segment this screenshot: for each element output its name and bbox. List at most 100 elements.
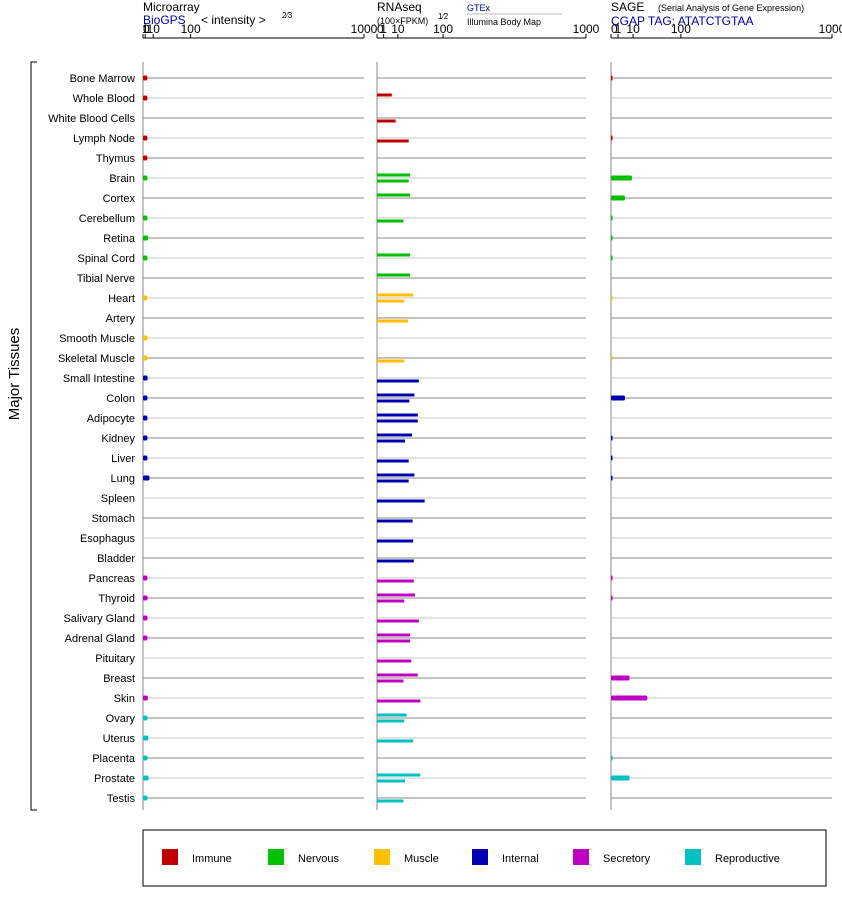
panels: 011010010000110100100001101001000	[142, 22, 842, 810]
tissue-label-spleen: Spleen	[101, 493, 135, 505]
tissue-label-testis: Testis	[107, 793, 136, 805]
x-tick-label: 1	[380, 22, 387, 36]
bar-illumina-body-map-spleen	[377, 499, 425, 503]
microarray-title: Microarray	[143, 0, 200, 14]
bar-microarray-smooth-muscle	[143, 335, 148, 341]
bar-microarray-kidney	[143, 435, 148, 441]
legend-swatch-secretory	[573, 849, 589, 865]
bar-microarray-salivary-gland	[143, 615, 148, 621]
tissue-label-smooth-muscle: Smooth Muscle	[59, 333, 135, 345]
bar-illumina-body-map-adrenal-gland	[377, 639, 411, 643]
legend-swatch-nervous	[268, 849, 284, 865]
tissue-label-placenta: Placenta	[92, 753, 136, 765]
bar-illumina-body-map-small-intestine	[377, 379, 419, 383]
bar-illumina-body-map-stomach	[377, 519, 413, 523]
bar-microarray-bone-marrow	[143, 75, 148, 81]
tissue-label-whole-blood: Whole Blood	[73, 93, 135, 105]
bar-gtex-whole-blood	[377, 93, 392, 97]
bar-illumina-body-map-bladder	[377, 559, 414, 563]
bar-sage-lung	[611, 475, 613, 481]
microarray-intensity-label: < intensity >	[201, 13, 266, 27]
bar-illumina-body-map-thyroid	[377, 599, 405, 603]
sage-subtitle[interactable]: CGAP TAG: ATATCTGTAA	[611, 14, 753, 28]
bar-illumina-body-map-uterus	[377, 739, 414, 743]
bar-sage-prostate	[611, 775, 630, 781]
x-tick-label: 1	[615, 22, 622, 36]
bar-illumina-body-map-pancreas	[377, 579, 414, 583]
tissue-label-small-intestine: Small Intestine	[63, 373, 135, 385]
panel-sage: 01 10 100 1000	[610, 22, 842, 810]
legend-label-reproductive: Reproductive	[715, 853, 780, 865]
series-sage	[611, 75, 648, 781]
bar-sage-colon	[611, 395, 625, 401]
bar-illumina-body-map-pituitary	[377, 659, 412, 663]
bar-microarray-prostate	[143, 775, 149, 781]
bar-illumina-body-map-heart	[377, 299, 405, 303]
tissue-label-skeletal-muscle: Skeletal Muscle	[58, 353, 135, 365]
bar-microarray-testis	[143, 795, 148, 801]
bar-sage-spinal-cord	[611, 255, 613, 261]
bar-illumina-body-map-skin	[377, 699, 421, 703]
bar-illumina-body-map-ovary	[377, 719, 405, 723]
bar-illumina-body-map-white-blood-cells	[377, 119, 396, 123]
bar-sage-skeletal-muscle	[611, 355, 613, 361]
x-tick-label: 0	[611, 22, 618, 36]
bar-gtex-kidney	[377, 433, 412, 437]
bar-illumina-body-map-cerebellum	[377, 219, 404, 223]
bar-gtex-thyroid	[377, 593, 415, 597]
tissue-label-tibial-nerve: Tibial Nerve	[77, 273, 135, 285]
bar-sage-liver	[611, 455, 613, 461]
bar-gtex-cortex	[377, 193, 411, 197]
panel-rnaseq: 01 10 100 1000	[376, 22, 600, 810]
bar-sage-lymph-node	[611, 135, 613, 141]
tissue-label-colon: Colon	[106, 393, 135, 405]
bar-illumina-body-map-lymph-node	[377, 139, 409, 143]
bar-sage-skin	[611, 695, 648, 701]
bar-sage-breast	[611, 675, 630, 681]
bar-microarray-brain	[143, 175, 148, 181]
x-tick-label: 10	[147, 22, 161, 36]
bar-illumina-body-map-artery	[377, 319, 408, 323]
tissue-label-bladder: Bladder	[97, 553, 135, 565]
tissue-label-kidney: Kidney	[101, 433, 135, 445]
bar-illumina-body-map-colon	[377, 399, 410, 403]
tissue-label-thymus: Thymus	[96, 153, 136, 165]
bar-microarray-skin	[143, 695, 148, 701]
bar-gtex-prostate	[377, 773, 421, 777]
gtex-link[interactable]: GTEx	[467, 3, 491, 13]
tissue-label-skin: Skin	[114, 693, 135, 705]
bar-microarray-thyroid	[143, 595, 148, 601]
tissue-label-salivary-gland: Salivary Gland	[63, 613, 135, 625]
bar-sage-kidney	[611, 435, 613, 441]
bar-illumina-body-map-skeletal-muscle	[377, 359, 405, 363]
bar-gtex-breast	[377, 673, 418, 677]
series-illumina-body-map	[377, 119, 425, 803]
x-tick-label: 0	[143, 22, 150, 36]
bar-illumina-body-map-adipocyte	[377, 419, 418, 423]
bar-illumina-body-map-prostate	[377, 779, 406, 783]
tissue-label-prostate: Prostate	[94, 773, 135, 785]
legend-label-nervous: Nervous	[298, 853, 339, 865]
legend-label-secretory: Secretory	[603, 853, 651, 865]
microarray-subtitle[interactable]: BioGPS	[143, 13, 186, 27]
tissue-label-esophagus: Esophagus	[80, 533, 136, 545]
bar-microarray-cerebellum	[143, 215, 148, 221]
bar-sage-placenta	[611, 755, 613, 761]
illumina-body-map-label[interactable]: Illumina Body Map	[467, 17, 541, 27]
bar-microarray-small-intestine	[143, 375, 148, 381]
x-tick-label: 0	[377, 22, 384, 36]
tissue-label-adipocyte: Adipocyte	[87, 413, 135, 425]
bar-microarray-whole-blood	[143, 95, 148, 101]
bar-gtex-brain	[377, 173, 411, 177]
bar-gtex-adrenal-gland	[377, 633, 411, 637]
bar-microarray-skeletal-muscle	[143, 355, 148, 361]
bar-gtex-adipocyte	[377, 413, 418, 417]
legend-swatch-muscle	[374, 849, 390, 865]
tissue-label-brain: Brain	[109, 173, 135, 185]
bar-microarray-heart	[143, 295, 148, 301]
legend-label-internal: Internal	[502, 853, 539, 865]
x-tick-label: 1000	[573, 22, 600, 36]
bar-illumina-body-map-liver	[377, 459, 409, 463]
